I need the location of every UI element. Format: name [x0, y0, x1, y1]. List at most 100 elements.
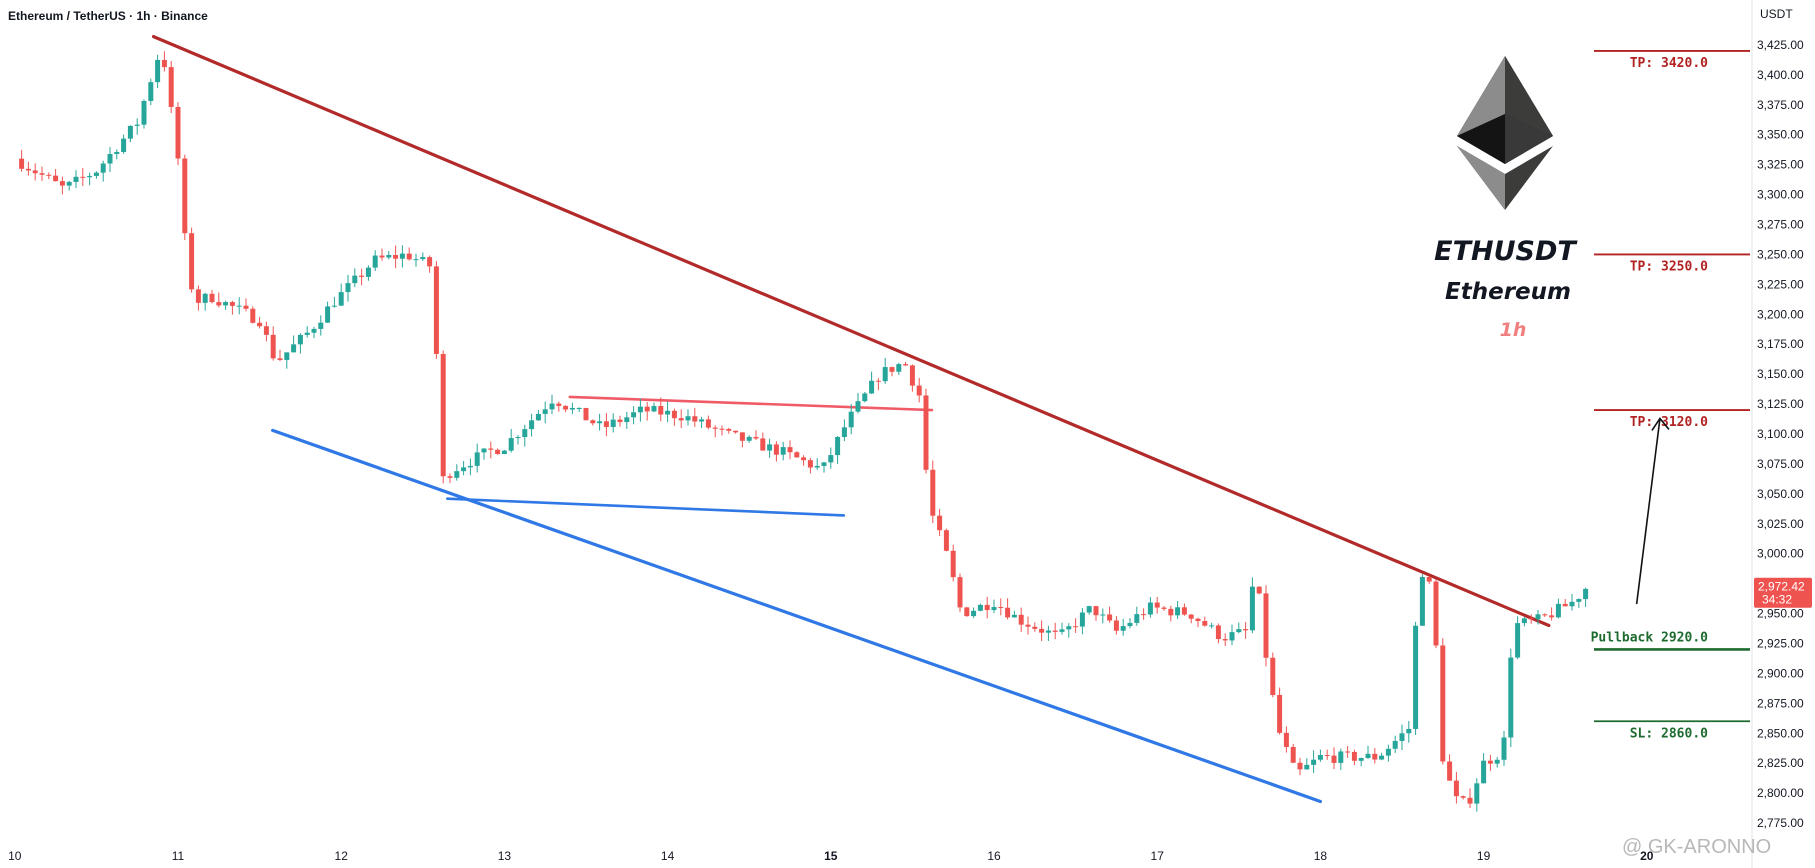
price-tick-label: 2,925.00 [1757, 636, 1804, 650]
candle [549, 394, 555, 415]
candle [1549, 607, 1555, 621]
candle [515, 435, 521, 445]
candle [848, 404, 854, 435]
price-tick-label: 3,050.00 [1757, 487, 1804, 501]
candle [1100, 608, 1106, 624]
asset-name: Ethereum [1445, 279, 1571, 305]
price-tick-label: 3,375.00 [1757, 98, 1804, 112]
candle [603, 413, 609, 437]
trendline-descending-resistance[interactable] [151, 34, 1551, 628]
candle [923, 388, 929, 474]
candle [1433, 579, 1439, 649]
candle [964, 606, 970, 617]
price-tick-label: 3,400.00 [1757, 68, 1804, 82]
candle [127, 125, 133, 143]
price-tick-label: 2,900.00 [1757, 666, 1804, 680]
candle [325, 301, 331, 323]
candle [835, 436, 841, 464]
time-tick-label: 15 [824, 849, 838, 863]
candle [889, 366, 895, 377]
target-levels: TP: 3420.0 TP: 3250.0 TP: 3120.0 Pullback 2… [1591, 50, 1750, 741]
price-axis: 2,775.00 2,800.00 2,825.00 2,850.00 2,875.00… [1751, 0, 1812, 868]
candle [1059, 622, 1065, 635]
candle [270, 326, 276, 361]
candle [311, 326, 317, 339]
price-tick-label: 3,075.00 [1757, 457, 1804, 471]
projection-arrow [1635, 417, 1670, 605]
timeframe-label: 1h [1500, 319, 1527, 341]
candle [87, 172, 93, 186]
time-tick-label: 12 [335, 849, 349, 863]
candle [257, 316, 263, 329]
candle [32, 163, 38, 181]
trendline-channel-support[interactable] [271, 428, 1323, 804]
candle [1263, 585, 1269, 667]
candle [1066, 623, 1072, 638]
candle [161, 51, 167, 72]
candle [1515, 616, 1521, 660]
candle [1236, 622, 1242, 634]
candle [1311, 750, 1317, 773]
candle [454, 464, 460, 481]
level-label: TP: 3250.0 [1630, 259, 1708, 274]
candle [807, 458, 813, 474]
candle [1324, 749, 1330, 760]
candle [1487, 754, 1493, 771]
candle [556, 401, 562, 412]
time-tick-label: 11 [172, 849, 185, 863]
candle [767, 438, 773, 458]
candle [25, 161, 31, 176]
candle [420, 252, 426, 261]
candle [1467, 788, 1473, 809]
candle [971, 607, 977, 618]
candle [481, 448, 487, 460]
candle [801, 455, 807, 466]
candle [1474, 778, 1480, 812]
candle [1358, 757, 1364, 767]
candle [39, 166, 45, 181]
candle [1202, 616, 1208, 627]
candle [1338, 748, 1344, 771]
candle [277, 349, 283, 362]
candle [1562, 599, 1568, 607]
candle [100, 160, 106, 182]
candle [583, 407, 589, 421]
trendline-inner-resistance[interactable] [568, 395, 934, 412]
price-tick-label: 3,425.00 [1757, 38, 1804, 52]
candle [631, 406, 637, 425]
price-tick-label: 2,775.00 [1757, 816, 1804, 830]
price-tick-label: 2,875.00 [1757, 696, 1804, 710]
candle [393, 245, 399, 269]
candle [365, 265, 371, 281]
candle [984, 596, 990, 619]
candle [243, 298, 249, 312]
svg-text:34:32: 34:32 [1762, 593, 1792, 607]
candle [345, 274, 351, 302]
candle [209, 289, 215, 304]
candle [19, 149, 25, 172]
candle [406, 247, 412, 261]
candle [787, 440, 793, 460]
candle [1569, 593, 1575, 611]
candle [712, 425, 718, 438]
candle [223, 300, 229, 310]
candle [433, 261, 439, 359]
candle [590, 419, 596, 426]
price-tick-label: 3,300.00 [1757, 188, 1804, 202]
candle [651, 402, 657, 413]
candle [1460, 795, 1466, 800]
candle [733, 430, 739, 434]
candle [1331, 747, 1337, 770]
trendline-inner-support[interactable] [445, 497, 846, 517]
candle [977, 603, 983, 612]
candle [148, 78, 154, 106]
candle [814, 458, 820, 470]
candle [495, 448, 501, 455]
candle [1141, 608, 1147, 620]
price-tick-label: 3,250.00 [1757, 247, 1804, 261]
candle [896, 362, 902, 375]
candle [1127, 618, 1133, 629]
candle [331, 296, 337, 308]
candle [189, 227, 195, 293]
